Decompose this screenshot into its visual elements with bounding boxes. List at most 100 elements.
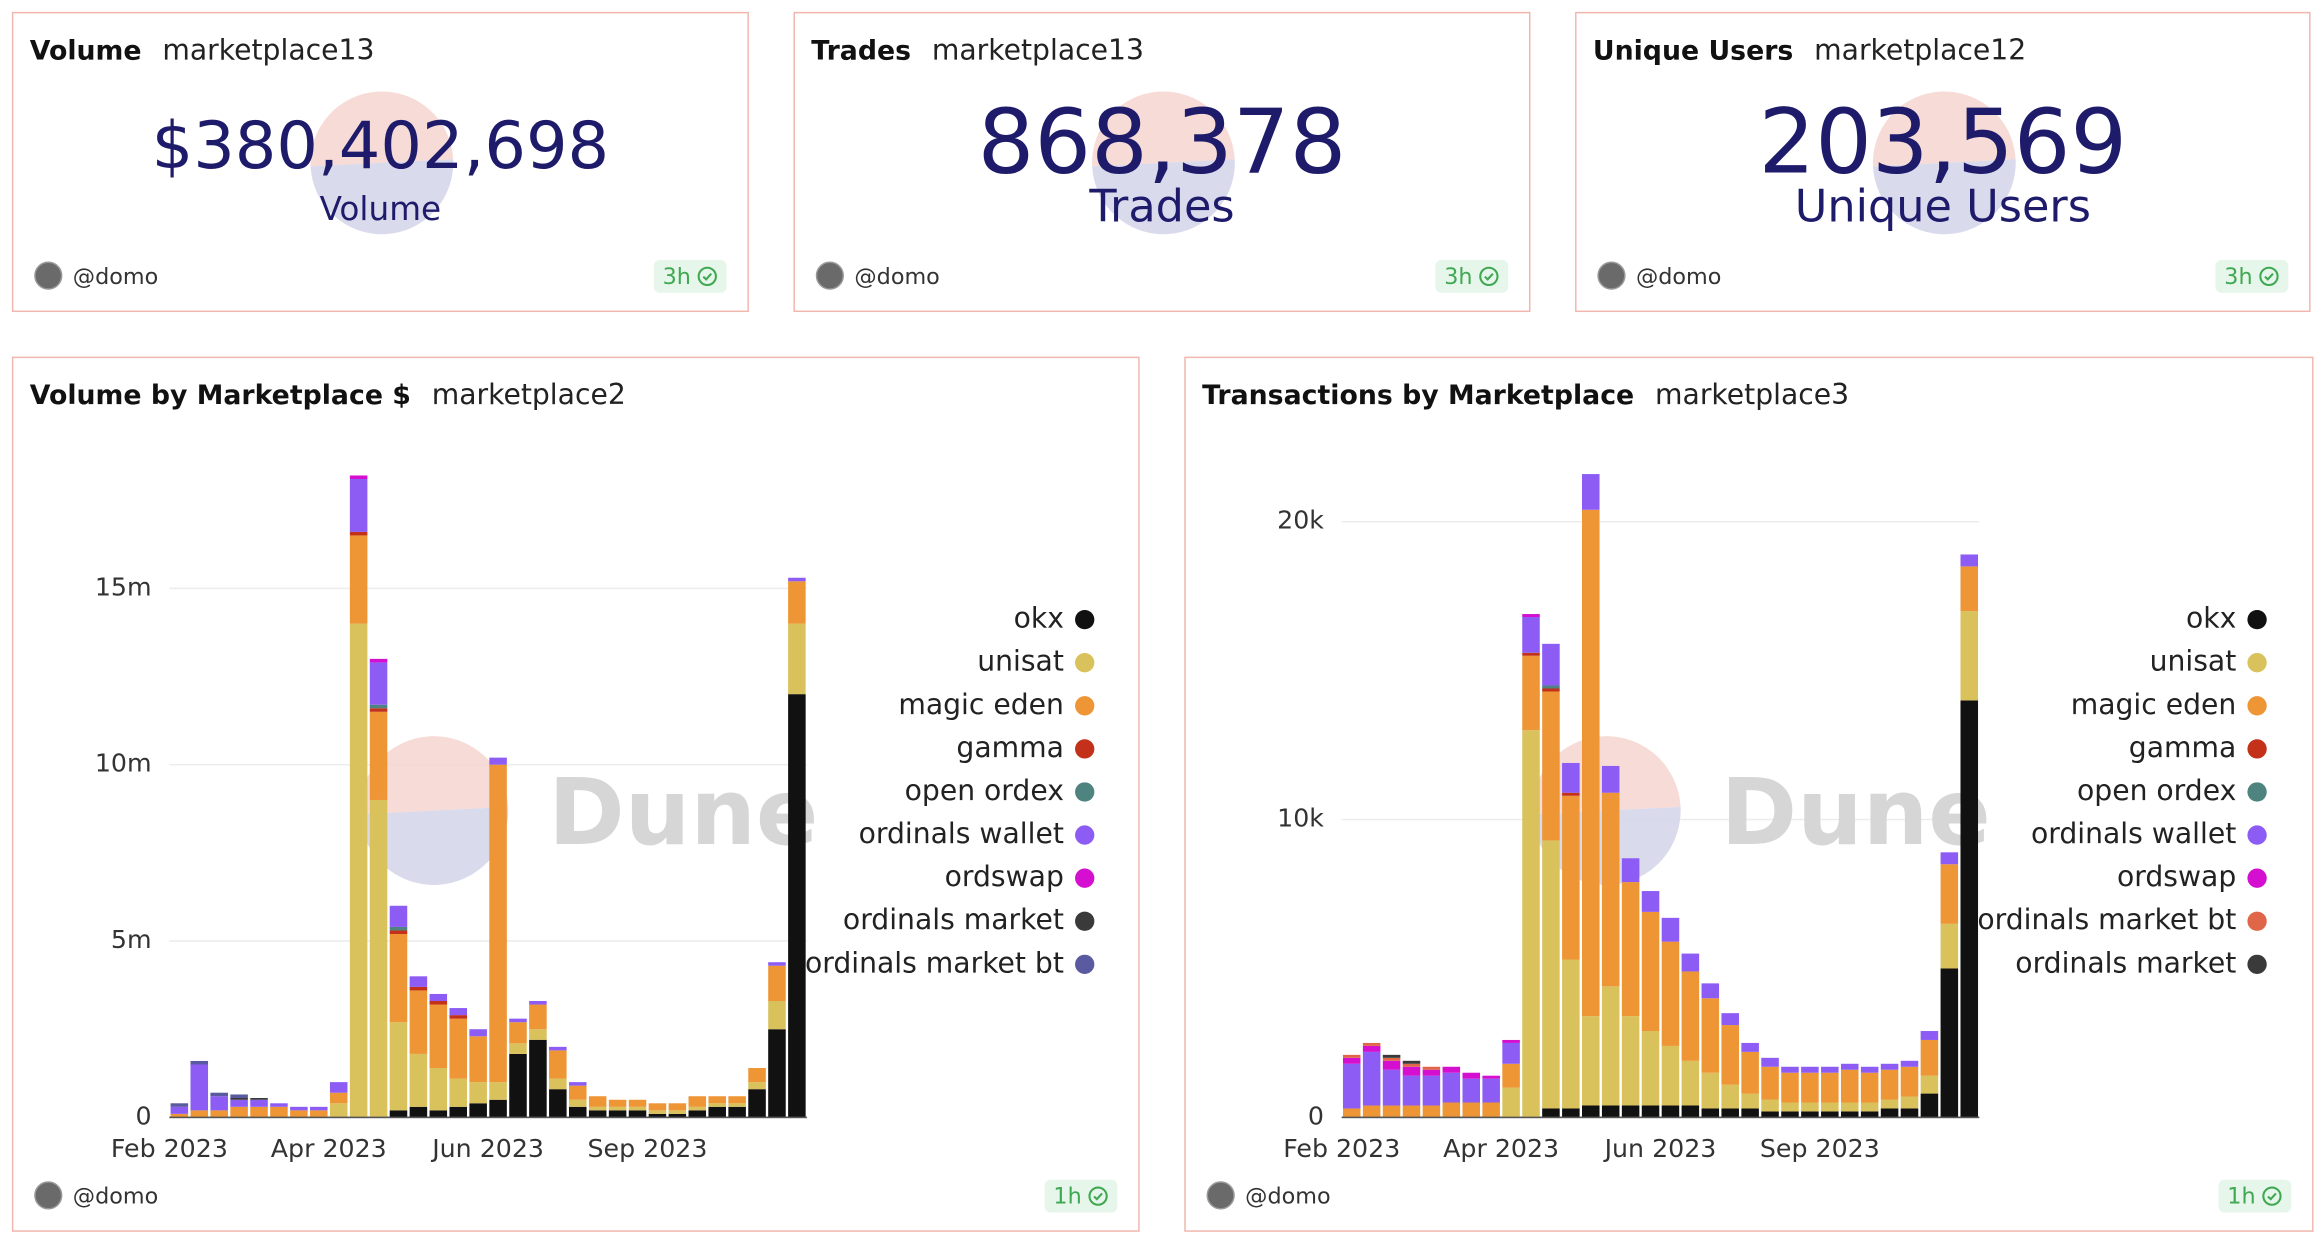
bar-segment [310, 1110, 328, 1118]
bar-segment [1960, 554, 1979, 567]
card-header: Volume by Marketplace $ marketplace2 [30, 379, 626, 412]
bar-segment [449, 1078, 468, 1107]
x-tick-label: Sep 2023 [588, 1134, 708, 1163]
check-tick [1484, 272, 1494, 281]
check-ring [2259, 266, 2279, 287]
x-tick-label: Feb 2023 [111, 1134, 228, 1163]
check-tick [702, 272, 713, 281]
counter-value: 868,378 [977, 90, 1347, 195]
bar-segment [1502, 1042, 1520, 1064]
bar-segment [1960, 611, 1979, 701]
author-name: @domo [1245, 1182, 1331, 1209]
bar-segment [788, 694, 806, 1118]
bar-segment [1860, 1072, 1879, 1103]
author[interactable]: @domo [34, 261, 159, 290]
avatar [1597, 261, 1626, 290]
bar-segment [170, 1106, 189, 1114]
bar-segment [489, 1082, 507, 1100]
query-name: marketplace3 [1655, 378, 1850, 412]
bar-segment [429, 1068, 448, 1111]
bar-segment [1482, 1078, 1500, 1103]
bar-segment [329, 1082, 348, 1093]
bar-segment [449, 1008, 468, 1016]
query-name: marketplace13 [162, 34, 375, 67]
legend-label: unisat [2150, 645, 2237, 678]
bar-segment [688, 1096, 707, 1107]
bar-segment [210, 1096, 228, 1111]
legend-swatch [2247, 653, 2267, 673]
logo-bottom [359, 806, 509, 885]
age-text: 3h [1444, 263, 1473, 290]
query-name: marketplace12 [1814, 34, 2027, 67]
bar-segment [429, 1004, 448, 1069]
bar-segment [509, 1053, 527, 1118]
card-title[interactable]: Trades [811, 35, 912, 67]
bar-segment [1542, 643, 1560, 686]
bar-segment [170, 1103, 189, 1107]
bar-segment [230, 1099, 248, 1107]
bar-segment [568, 1085, 587, 1100]
x-tick-label: Jun 2023 [1603, 1134, 1717, 1163]
bar-segment [1402, 1075, 1421, 1106]
card-title[interactable]: Volume [29, 35, 142, 67]
bar-segment [290, 1110, 308, 1118]
bar-segment [1402, 1105, 1421, 1118]
bar-segment [1661, 941, 1680, 1046]
bar-segment [509, 1022, 527, 1044]
bar-segment [1681, 1105, 1700, 1118]
author[interactable]: @domo [34, 1181, 158, 1210]
bar-segment [349, 535, 368, 624]
card-title[interactable]: Volume by Marketplace $ [29, 380, 411, 412]
bar-segment [1781, 1066, 1799, 1073]
avatar [1206, 1181, 1235, 1210]
bar-segment [1781, 1102, 1799, 1112]
legend-label: ordinals wallet [2031, 817, 2236, 850]
x-tick-label: Apr 2023 [271, 1134, 387, 1163]
check-ring [2262, 1186, 2282, 1206]
bar-segment [1900, 1108, 1919, 1118]
legend-label: gamma [956, 731, 1063, 764]
bar-segment [190, 1110, 209, 1118]
bar-segment [389, 905, 408, 927]
bar-segment [349, 623, 368, 1118]
bar-segment [1900, 1060, 1919, 1067]
check-tick [1093, 1192, 1103, 1201]
legend-swatch [1075, 609, 1095, 630]
legend-swatch [1075, 911, 1095, 931]
bar-segment [748, 1068, 766, 1083]
legend-label: ordinals market bt [1977, 903, 2236, 936]
author[interactable]: @domo [1206, 1181, 1331, 1210]
bar-segment [1761, 1111, 1779, 1118]
card-title[interactable]: Unique Users [1592, 35, 1794, 67]
bar-segment [648, 1110, 667, 1114]
bar-segment [1601, 792, 1620, 987]
bar-segment [668, 1103, 687, 1111]
x-tick-label: Jun 2023 [430, 1134, 544, 1163]
author[interactable]: @domo [815, 261, 940, 290]
chart-card: 0 10k 20k Dune Feb 2023 Apr 2023 Jun 2023 Sep 2… [1184, 356, 2314, 1232]
card-title[interactable]: Transactions by Marketplace [1202, 380, 1635, 412]
bar-segment [449, 1018, 468, 1079]
legend-label: ordinals market [843, 903, 1064, 936]
bar-segment [1422, 1066, 1441, 1070]
bar-segment [250, 1106, 268, 1118]
bar-segment [1880, 1108, 1899, 1118]
bar-segment [1522, 614, 1540, 618]
bar-segment [1920, 1075, 1939, 1094]
bar-segment [1761, 1066, 1779, 1100]
bar-segment [1382, 1060, 1401, 1070]
bar-segment [1542, 688, 1560, 692]
bar-segment [1701, 998, 1720, 1073]
y-tick-label: 10m [95, 749, 152, 778]
bar-segment [628, 1099, 647, 1107]
author-name: @domo [72, 262, 159, 290]
bar-segment [1362, 1042, 1381, 1046]
bar-segment [529, 1004, 547, 1030]
bar-segment [1362, 1045, 1381, 1052]
logo-top [1092, 91, 1235, 167]
bar-segment [1382, 1054, 1401, 1058]
bar-segment [1761, 1057, 1779, 1067]
author[interactable]: @domo [1597, 261, 1721, 290]
check-icon [1479, 266, 1499, 287]
